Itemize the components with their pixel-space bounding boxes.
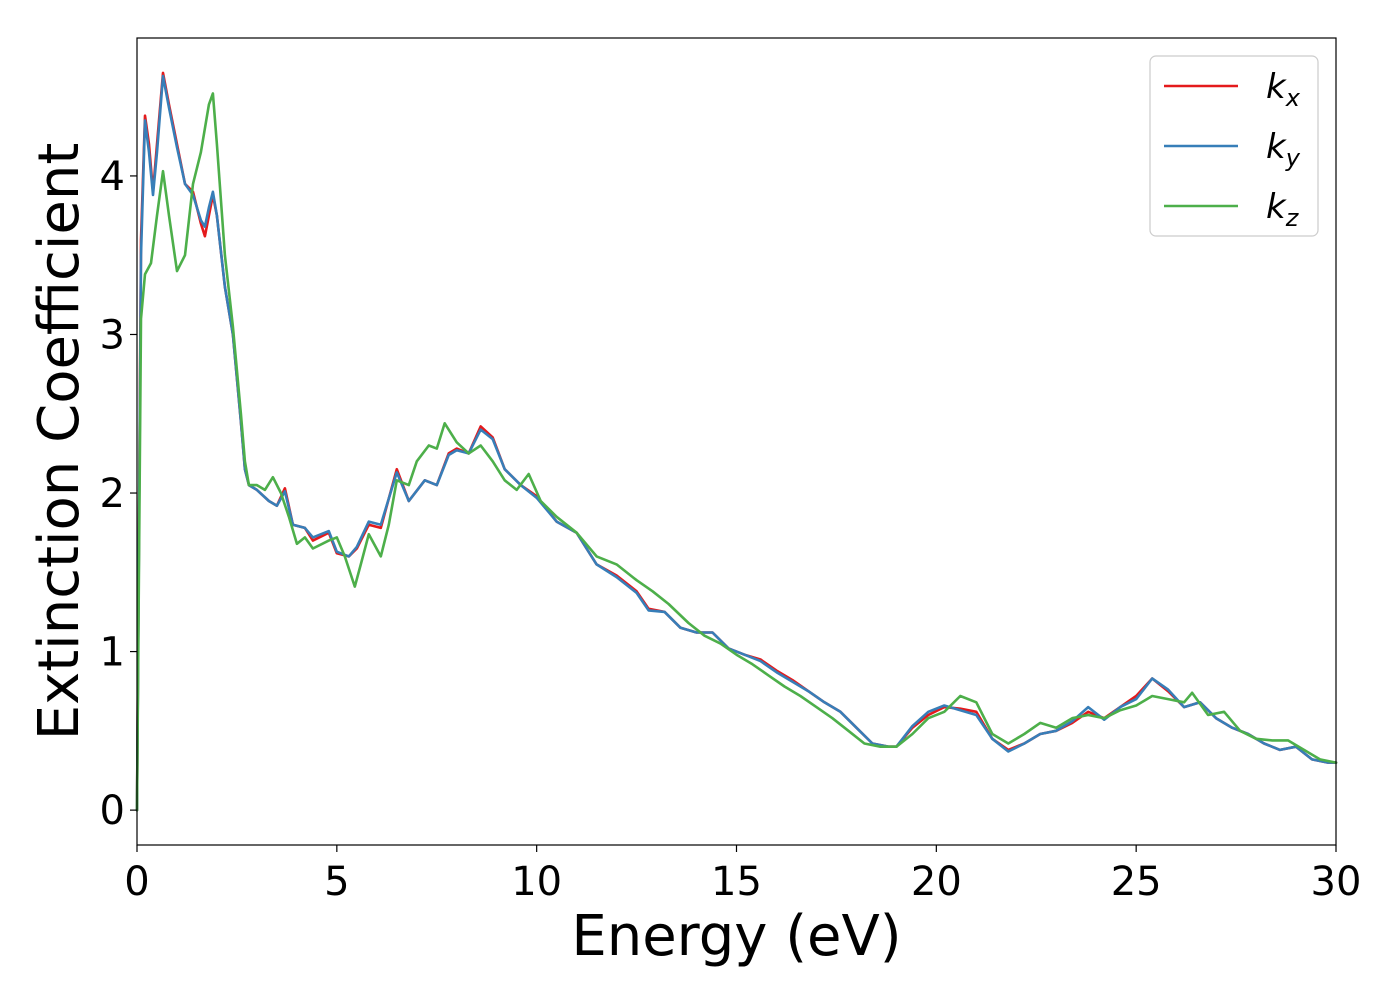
x-axis: 0 5 10 15 20 25 30 <box>124 845 1361 905</box>
series-layer <box>135 71 1338 812</box>
series-line-z <box>135 92 1338 812</box>
series-line-y <box>135 74 1338 812</box>
y-axis: 0 1 2 3 4 <box>100 154 137 834</box>
x-tick-label: 5 <box>324 859 349 905</box>
legend-label-y: ky <box>1266 127 1301 172</box>
legend-label-z: kz <box>1266 187 1300 232</box>
x-tick-label: 0 <box>124 859 149 905</box>
y-tick-label: 1 <box>100 630 125 676</box>
y-tick-label: 3 <box>100 312 125 358</box>
y-tick-label: 2 <box>100 471 125 517</box>
x-tick-label: 25 <box>1111 859 1162 905</box>
x-tick-label: 20 <box>911 859 962 905</box>
x-tick-label: 10 <box>511 859 562 905</box>
y-tick-label: 4 <box>100 154 125 200</box>
y-tick-label: 0 <box>100 788 125 834</box>
legend: kx ky kz <box>1149 55 1319 237</box>
legend-label-x: kx <box>1266 67 1301 112</box>
x-tick-label: 30 <box>1311 859 1362 905</box>
y-axis-title: Extinction Coefficient <box>27 143 92 741</box>
x-axis-title: Energy (eV) <box>571 904 901 969</box>
x-tick-label: 15 <box>711 859 762 905</box>
